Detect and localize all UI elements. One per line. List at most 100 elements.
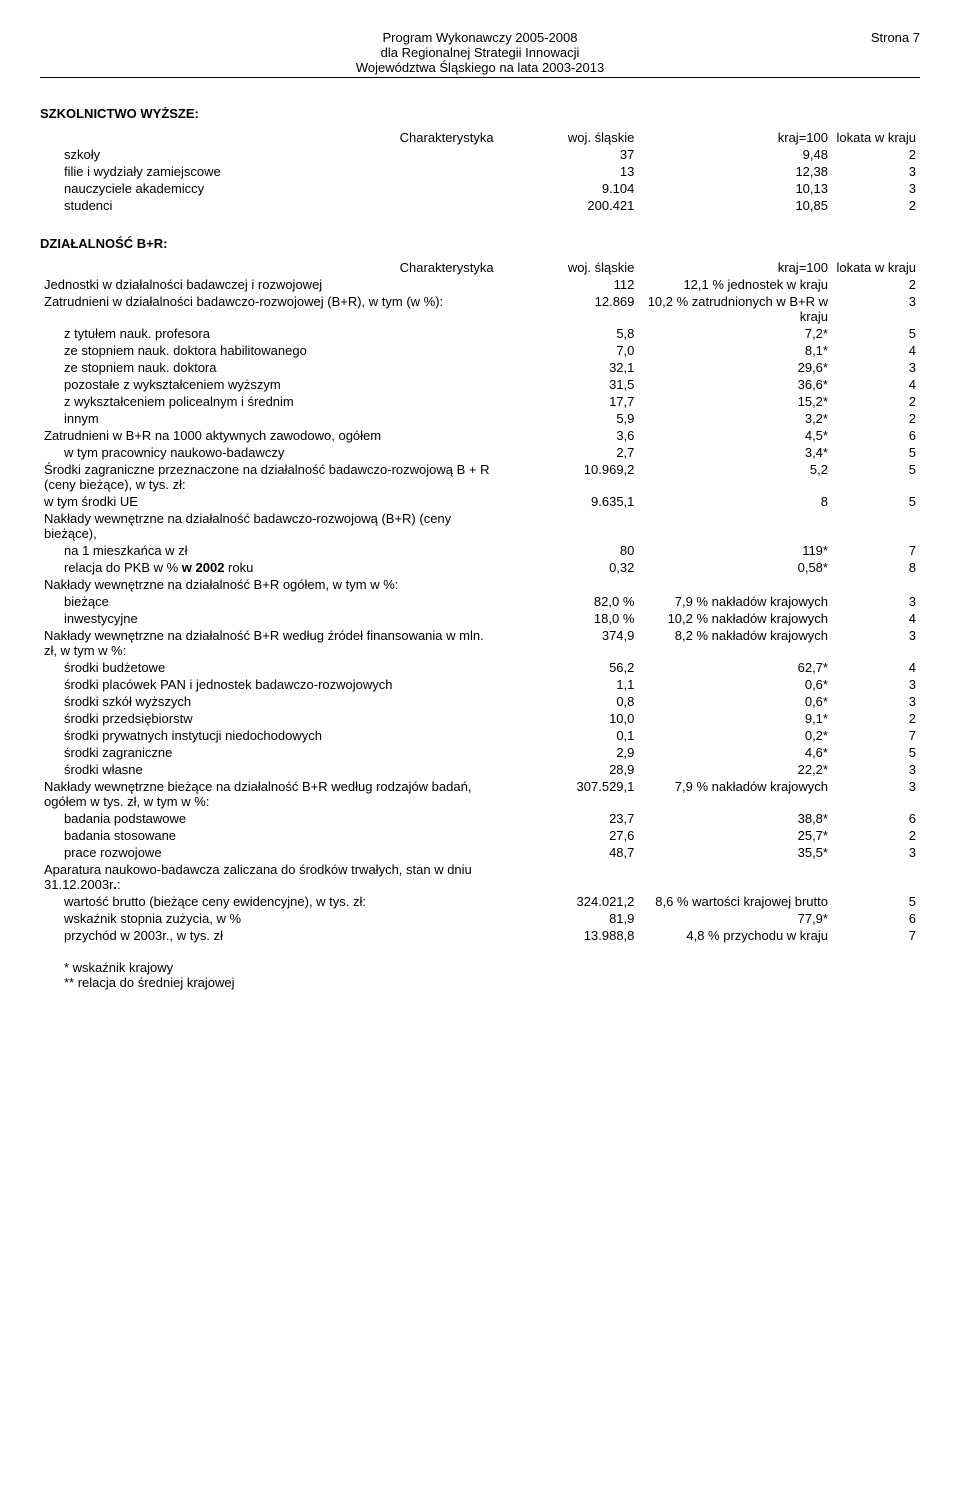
table-row: Zatrudnieni w działalności badawczo-rozw… xyxy=(40,293,920,325)
row-value-2: 8,2 % nakładów krajowych xyxy=(638,627,832,659)
header-line2: dla Regionalnej Strategii Innowacji xyxy=(140,45,820,60)
row-value-2: 7,9 % nakładów krajowych xyxy=(638,593,832,610)
row-value-2: 3,2* xyxy=(638,410,832,427)
row-value-2: 4,8 % przychodu w kraju xyxy=(638,927,832,944)
row-value-1: 37 xyxy=(498,146,639,163)
table-row: środki prywatnych instytucji niedochodow… xyxy=(40,727,920,744)
row-value-2: 119* xyxy=(638,542,832,559)
row-value-2: 10,2 % zatrudnionych w B+R w kraju xyxy=(638,293,832,325)
row-label: środki szkół wyższych xyxy=(40,693,498,710)
row-value-2: 8,6 % wartości krajowej brutto xyxy=(638,893,832,910)
row-value-1: 9.635,1 xyxy=(498,493,639,510)
table-row: środki przedsiębiorstw10,09,1*2 xyxy=(40,710,920,727)
page-header: Program Wykonawczy 2005-2008 dla Regiona… xyxy=(40,30,920,78)
table-row: prace rozwojowe48,735,5*3 xyxy=(40,844,920,861)
row-label: Nakłady wewnętrzne na działalność B+R we… xyxy=(40,627,498,659)
table-row: Nakłady wewnętrzne na działalność B+R og… xyxy=(40,576,920,593)
row-value-3: 3 xyxy=(832,844,920,861)
table-row: ze stopniem nauk. doktora32,129,6*3 xyxy=(40,359,920,376)
row-value-1: 7,0 xyxy=(498,342,639,359)
row-value-1: 0,1 xyxy=(498,727,639,744)
row-value-1: 12.869 xyxy=(498,293,639,325)
col-header-v1: woj. śląskie xyxy=(498,259,639,276)
row-value-2: 36,6* xyxy=(638,376,832,393)
table-row: relacja do PKB w % w 2002 roku0,320,58*8 xyxy=(40,559,920,576)
row-value-2: 10,13 xyxy=(638,180,832,197)
row-value-1: 81,9 xyxy=(498,910,639,927)
row-label: środki własne xyxy=(40,761,498,778)
row-value-1: 32,1 xyxy=(498,359,639,376)
row-value-3 xyxy=(832,861,920,893)
row-value-1: 9.104 xyxy=(498,180,639,197)
row-label: środki zagraniczne xyxy=(40,744,498,761)
table-row: Nakłady wewnętrzne na działalność B+R we… xyxy=(40,627,920,659)
table-szkolnictwo: Charakterystykawoj. śląskiekraj=100lokat… xyxy=(40,129,920,214)
table-row: w tym środki UE9.635,185 xyxy=(40,493,920,510)
row-value-3: 3 xyxy=(832,676,920,693)
row-value-1 xyxy=(498,576,639,593)
row-label: wskaźnik stopnia zużycia, w % xyxy=(40,910,498,927)
table-row: środki placówek PAN i jednostek badawczo… xyxy=(40,676,920,693)
row-label: ze stopniem nauk. doktora habilitowanego xyxy=(40,342,498,359)
page-number: Strona 7 xyxy=(820,30,920,45)
row-value-2: 77,9* xyxy=(638,910,832,927)
section-title-2: DZIAŁALNOŚĆ B+R: xyxy=(40,236,920,251)
row-label: badania podstawowe xyxy=(40,810,498,827)
row-value-3: 3 xyxy=(832,593,920,610)
row-value-1: 2,9 xyxy=(498,744,639,761)
table-row: szkoły379,482 xyxy=(40,146,920,163)
row-value-2: 7,9 % nakładów krajowych xyxy=(638,778,832,810)
table-row: bieżące82,0 %7,9 % nakładów krajowych3 xyxy=(40,593,920,610)
row-label: innym xyxy=(40,410,498,427)
row-value-3: 3 xyxy=(832,293,920,325)
section-title-1: SZKOLNICTWO WYŻSZE: xyxy=(40,106,920,121)
row-label: środki placówek PAN i jednostek badawczo… xyxy=(40,676,498,693)
table-row: Aparatura naukowo-badawcza zaliczana do … xyxy=(40,861,920,893)
row-value-3: 6 xyxy=(832,427,920,444)
row-label: wartość brutto (bieżące ceny ewidencyjne… xyxy=(40,893,498,910)
col-header-v3: lokata w kraju xyxy=(832,129,920,146)
row-value-1: 112 xyxy=(498,276,639,293)
row-value-2: 12,38 xyxy=(638,163,832,180)
row-value-2: 38,8* xyxy=(638,810,832,827)
row-label: Aparatura naukowo-badawcza zaliczana do … xyxy=(40,861,498,893)
row-value-3: 3 xyxy=(832,761,920,778)
row-value-2: 5,2 xyxy=(638,461,832,493)
row-label: szkoły xyxy=(40,146,498,163)
row-value-3: 2 xyxy=(832,827,920,844)
table-row: Środki zagraniczne przeznaczone na dział… xyxy=(40,461,920,493)
table-row: środki budżetowe56,262,7*4 xyxy=(40,659,920,676)
row-value-1: 5,9 xyxy=(498,410,639,427)
col-header-v3: lokata w kraju xyxy=(832,259,920,276)
row-value-3: 3 xyxy=(832,163,920,180)
row-value-2 xyxy=(638,510,832,542)
row-value-3: 4 xyxy=(832,610,920,627)
table-row: z tytułem nauk. profesora5,87,2*5 xyxy=(40,325,920,342)
row-value-1: 28,9 xyxy=(498,761,639,778)
row-value-2 xyxy=(638,861,832,893)
row-value-3: 3 xyxy=(832,180,920,197)
row-label: relacja do PKB w % w 2002 roku xyxy=(40,559,498,576)
table-row: w tym pracownicy naukowo-badawczy2,73,4*… xyxy=(40,444,920,461)
row-label: badania stosowane xyxy=(40,827,498,844)
row-value-3: 3 xyxy=(832,778,920,810)
row-label: w tym środki UE xyxy=(40,493,498,510)
row-label: studenci xyxy=(40,197,498,214)
row-value-3: 5 xyxy=(832,893,920,910)
row-value-1: 2,7 xyxy=(498,444,639,461)
row-label: środki przedsiębiorstw xyxy=(40,710,498,727)
row-value-2: 29,6* xyxy=(638,359,832,376)
col-header-char: Charakterystyka xyxy=(40,259,498,276)
row-value-2: 12,1 % jednostek w kraju xyxy=(638,276,832,293)
row-value-3: 2 xyxy=(832,410,920,427)
row-value-3: 7 xyxy=(832,542,920,559)
table-row: Zatrudnieni w B+R na 1000 aktywnych zawo… xyxy=(40,427,920,444)
row-label: pozostałe z wykształceniem wyższym xyxy=(40,376,498,393)
row-value-3: 3 xyxy=(832,359,920,376)
row-value-1: 10,0 xyxy=(498,710,639,727)
table-row: Nakłady wewnętrzne na działalność badawc… xyxy=(40,510,920,542)
row-value-2: 8,1* xyxy=(638,342,832,359)
col-header-char: Charakterystyka xyxy=(40,129,498,146)
table-row: przychód w 2003r., w tys. zł13.988,84,8 … xyxy=(40,927,920,944)
row-label: przychód w 2003r., w tys. zł xyxy=(40,927,498,944)
